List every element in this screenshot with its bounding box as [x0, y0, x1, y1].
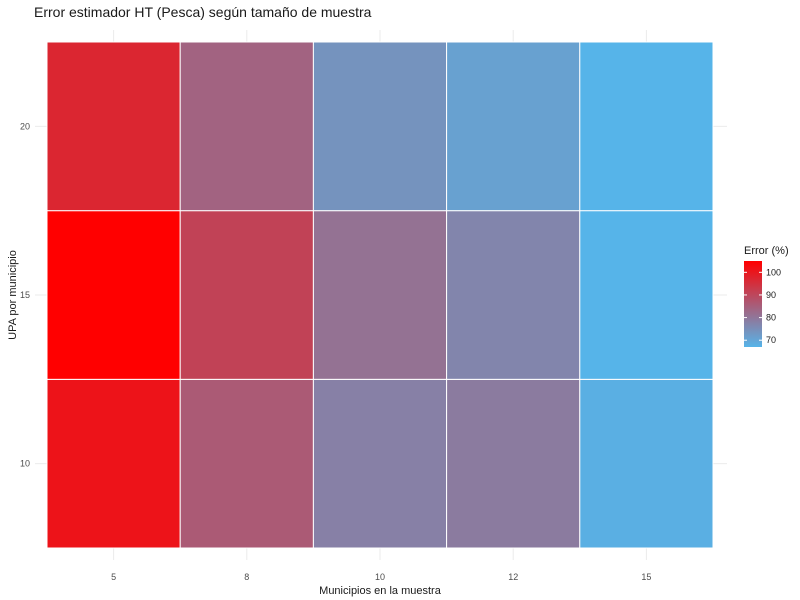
heatmap-tile — [179, 378, 314, 549]
y-tick-label: 15 — [20, 290, 30, 300]
x-tick-label: 15 — [641, 572, 651, 582]
y-tick-label: 20 — [20, 121, 30, 131]
heatmap-tile — [312, 210, 448, 380]
x-axis-ticks: 5 8 10 12 15 — [111, 572, 651, 582]
legend-tick-label: 70 — [766, 335, 776, 345]
heatmap-tile — [312, 378, 448, 549]
chart-title: Error estimador HT (Pesca) según tamaño … — [34, 4, 372, 20]
legend-color-bar — [744, 261, 762, 347]
x-tick-label: 10 — [375, 572, 385, 582]
x-tick-label: 12 — [508, 572, 518, 582]
heatmap-tile — [446, 41, 581, 212]
heatmap-tiles — [46, 41, 714, 549]
x-tick-label: 8 — [244, 572, 249, 582]
legend-title: Error (%) — [744, 245, 789, 257]
color-legend: Error (%) 70 80 90 100 — [744, 245, 789, 347]
heatmap-tile — [46, 210, 181, 380]
heatmap-tile — [46, 41, 181, 212]
legend-tick-label: 80 — [766, 313, 776, 323]
heatmap-tile — [446, 210, 581, 380]
legend-tick-label: 100 — [766, 267, 781, 277]
heatmap-tile — [179, 41, 314, 212]
heatmap-tile — [579, 210, 714, 380]
x-axis-title: Municipios en la muestra — [319, 585, 442, 597]
heatmap-tile — [446, 378, 581, 549]
y-axis-title: UPA por municipio — [7, 250, 19, 340]
heatmap-tile — [579, 41, 714, 212]
x-tick-label: 5 — [111, 572, 116, 582]
heatmap-tile — [179, 210, 314, 380]
y-tick-label: 10 — [20, 459, 30, 469]
heatmap-tile — [579, 378, 714, 549]
legend-tick-label: 90 — [766, 290, 776, 300]
heatmap-tile — [46, 378, 181, 549]
y-axis-ticks: 10 15 20 — [20, 121, 30, 468]
heatmap-tile — [312, 41, 448, 212]
